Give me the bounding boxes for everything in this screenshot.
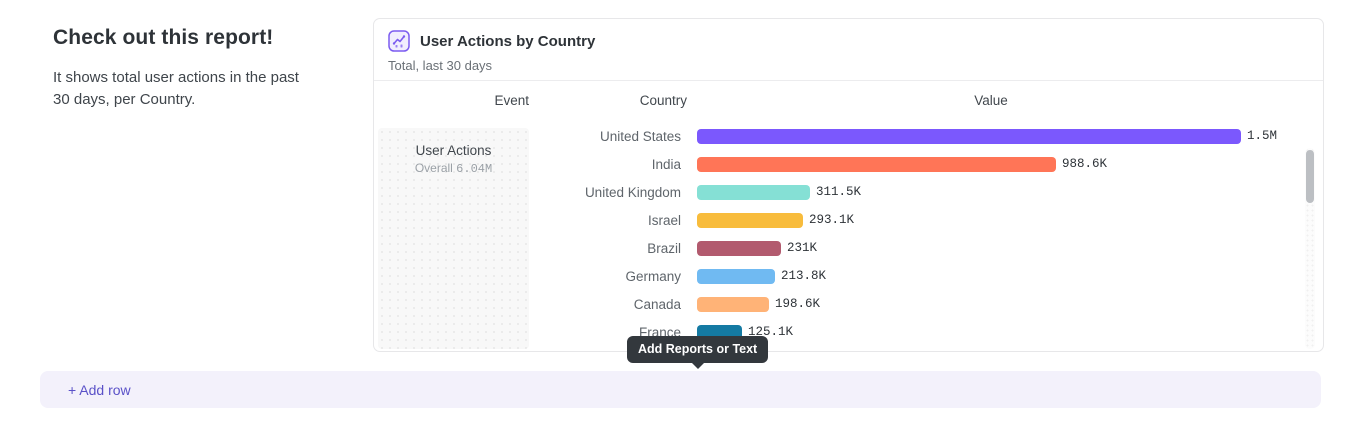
chart-row: Canada 198.6K	[529, 290, 1301, 318]
event-overall-value: 6.04M	[456, 162, 493, 176]
report-title: User Actions by Country	[420, 32, 596, 50]
chart-row: United States 1.5M	[529, 122, 1301, 150]
bar[interactable]	[697, 128, 1241, 144]
bar[interactable]	[697, 296, 769, 312]
bar[interactable]	[697, 156, 1056, 172]
intro-body: It shows total user actions in the past …	[53, 69, 299, 108]
column-header-value: Value	[974, 92, 1008, 108]
event-overall-label: Overall	[414, 161, 453, 175]
bar[interactable]	[697, 212, 803, 228]
add-row-label: + Add row	[68, 381, 131, 398]
bar[interactable]	[697, 184, 810, 200]
country-label: Germany	[625, 268, 681, 284]
report-subtitle: Total, last 30 days	[388, 58, 493, 73]
bar-value-label: 231K	[787, 241, 818, 255]
vertical-scrollbar[interactable]	[1305, 148, 1315, 349]
bar-value-label: 1.5M	[1247, 129, 1278, 143]
column-header-event: Event	[494, 92, 529, 108]
report-table: Event Country Value User Actions Overall…	[374, 81, 1323, 351]
country-label: Israel	[647, 212, 681, 228]
event-cell: User Actions Overall 6.04M	[378, 128, 529, 349]
country-label: India	[651, 156, 681, 172]
bar-value-label: 198.6K	[775, 297, 821, 311]
column-headers: Event Country Value	[374, 81, 1323, 119]
bar[interactable]	[697, 268, 775, 284]
bar-value-label: 293.1K	[809, 213, 855, 227]
chart-row: Brazil 231K	[529, 234, 1301, 262]
scrollbar-thumb[interactable]	[1306, 150, 1314, 203]
column-header-country: Country	[639, 92, 687, 108]
report-card: User Actions by Country Total, last 30 d…	[373, 18, 1324, 352]
country-label: United States	[599, 128, 681, 144]
country-label: United Kingdom	[584, 184, 681, 200]
chart-row: United Kingdom 311.5K	[529, 178, 1301, 206]
country-label: Canada	[633, 296, 681, 312]
bar-value-label: 213.8K	[781, 269, 827, 283]
line-chart-icon	[388, 30, 410, 52]
bar[interactable]	[697, 240, 781, 256]
chart-row: India 988.6K	[529, 150, 1301, 178]
report-card-header: User Actions by Country Total, last 30 d…	[374, 19, 1323, 81]
intro-text-block: Check out this report! It shows total us…	[53, 26, 303, 111]
tooltip-text: Add Reports or Text	[638, 342, 758, 356]
bar-value-label: 311.5K	[816, 185, 862, 199]
chart-row: Israel 293.1K	[529, 206, 1301, 234]
add-row-button[interactable]: + Add row	[40, 371, 1321, 408]
chart-row: Germany 213.8K	[529, 262, 1301, 290]
intro-heading: Check out this report!	[53, 26, 274, 49]
add-reports-tooltip: Add Reports or Text	[627, 336, 769, 363]
bar-value-label: 988.6K	[1062, 157, 1108, 171]
bar-chart-rows: United States 1.5M India 988.6K United Kingd…	[529, 122, 1301, 346]
event-name: User Actions	[415, 143, 492, 158]
country-label: Brazil	[647, 240, 681, 256]
event-overall: Overall 6.04M	[378, 161, 529, 176]
